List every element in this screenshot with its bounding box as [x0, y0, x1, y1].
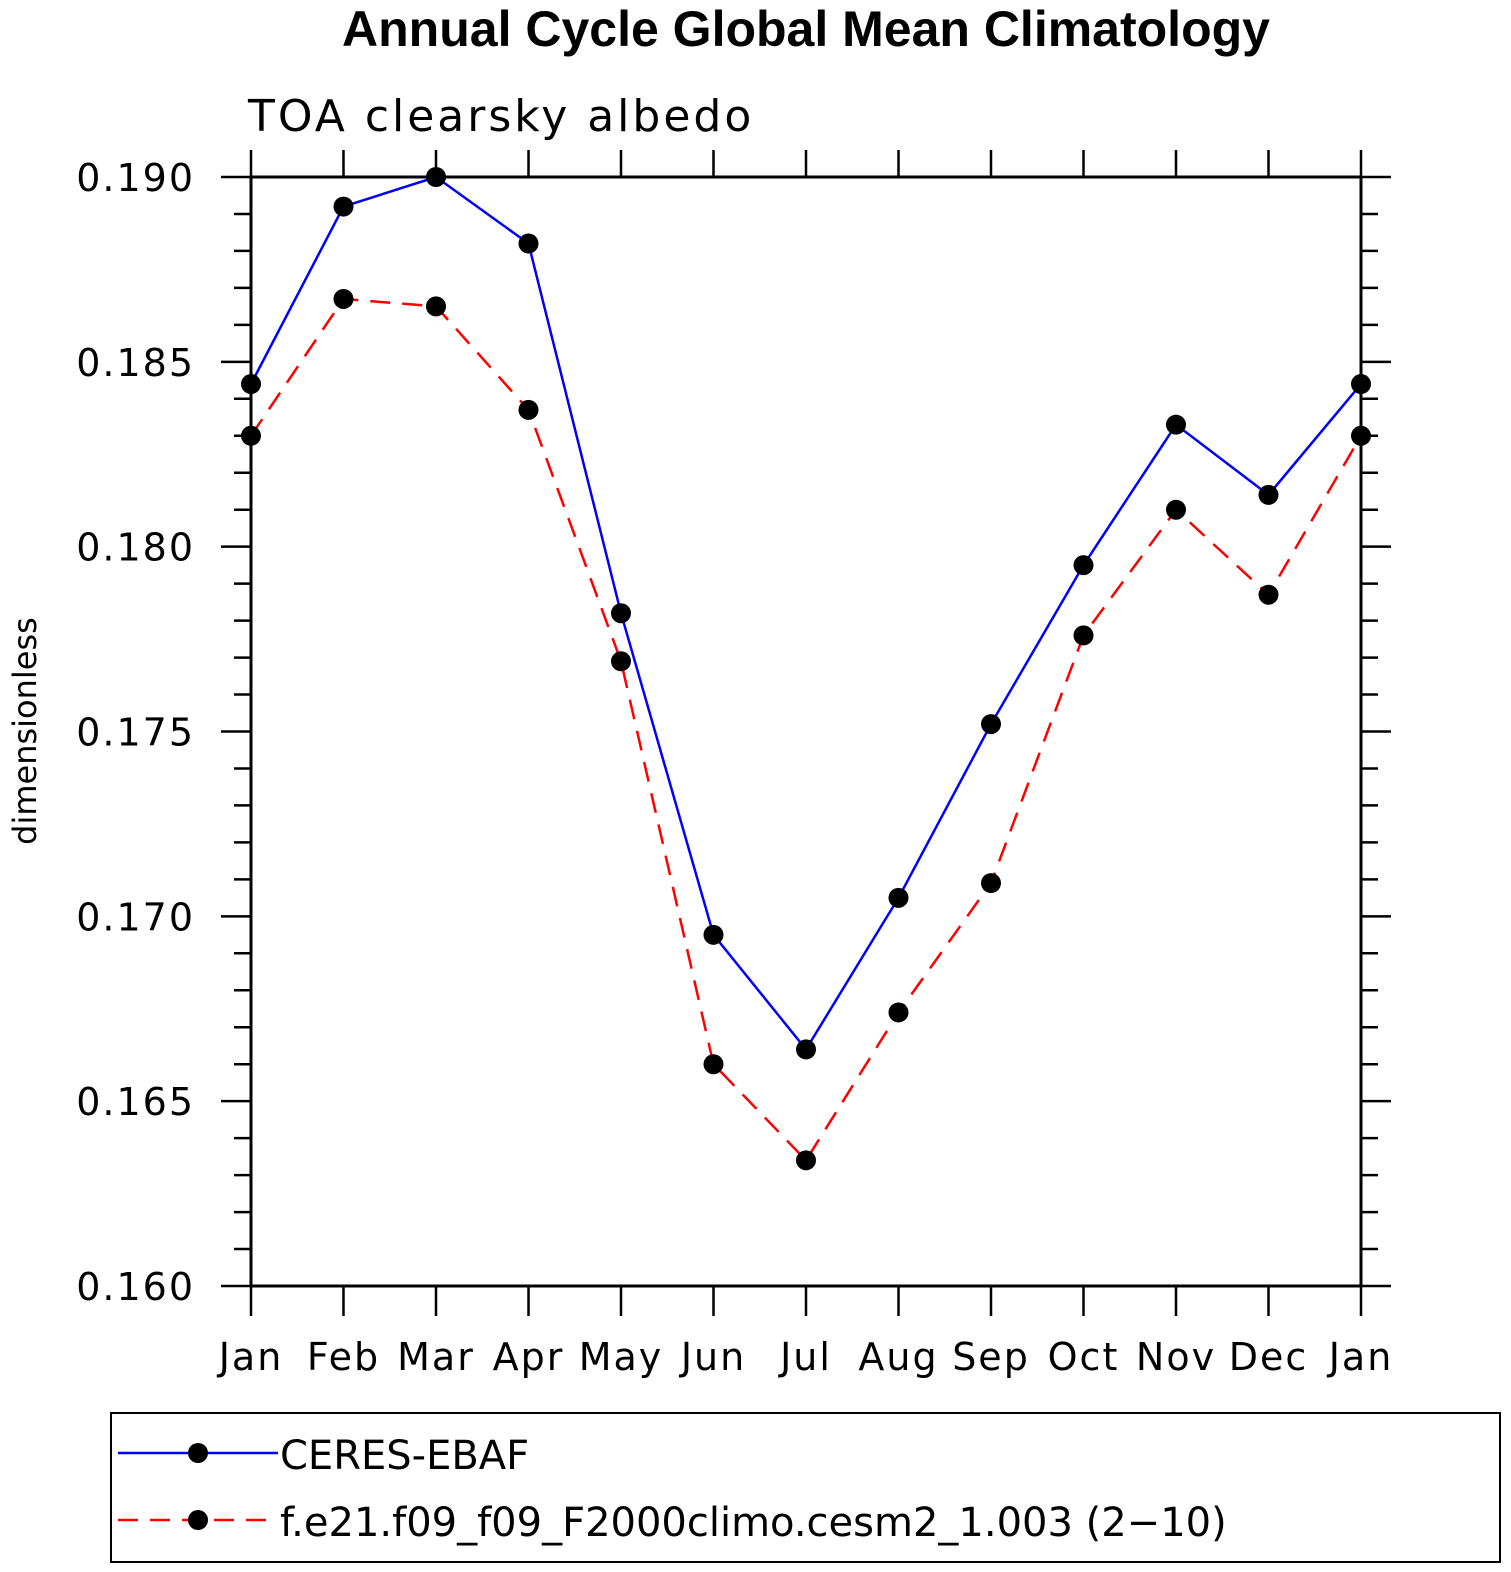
series-0-point	[981, 714, 1001, 735]
series-1-point	[518, 399, 539, 420]
legend-label-0: CERES-EBAF	[280, 1433, 529, 1479]
series-0-point	[518, 233, 539, 254]
series-layer	[241, 167, 1371, 1171]
x-tick-label: Sep	[952, 1335, 1030, 1379]
y-tick-label: 0.175	[76, 711, 195, 755]
x-tick-label: Jun	[679, 1335, 746, 1379]
series-0-point	[796, 1039, 816, 1060]
x-tick-label: Apr	[493, 1335, 565, 1379]
x-tick-label: Jan	[1327, 1335, 1394, 1379]
series-0-point	[611, 603, 631, 624]
series-line-1	[249, 297, 1363, 1163]
series-1-point	[1258, 584, 1279, 605]
series-0-point	[703, 924, 724, 945]
series-1-point	[981, 873, 1001, 894]
series-1-point	[1073, 625, 1094, 646]
series-1-point	[888, 1002, 909, 1023]
x-tick-label: Aug	[858, 1335, 938, 1379]
series-0-point	[1166, 414, 1186, 435]
series-1-point	[703, 1054, 724, 1075]
x-tick-label: Jan	[217, 1335, 284, 1379]
y-tick-label: 0.180	[76, 526, 195, 570]
chart-subtitle: TOA clearsky albedo	[247, 91, 754, 142]
y-tick-label: 0.160	[76, 1265, 195, 1309]
series-1-point	[611, 651, 631, 672]
x-tick-label: May	[579, 1335, 664, 1379]
series-0-point	[1073, 555, 1094, 576]
x-tick-label: Jul	[778, 1335, 832, 1379]
axis-ticks	[221, 150, 1391, 1316]
y-tick-label: 0.165	[76, 1080, 195, 1124]
series-1-point	[333, 288, 354, 309]
series-1-point	[426, 296, 446, 317]
x-tick-label: Oct	[1048, 1335, 1120, 1379]
y-tick-label: 0.190	[76, 156, 195, 200]
x-tick-label: Nov	[1136, 1335, 1216, 1379]
series-0-point	[888, 887, 909, 908]
series-line-0	[249, 175, 1362, 1052]
series-0-point	[1258, 484, 1279, 505]
legend-marker-0	[188, 1443, 208, 1463]
legend-marker-1	[188, 1510, 208, 1530]
x-tick-label: Dec	[1229, 1335, 1309, 1379]
x-tick-labels: Jan Feb Mar Apr May Jun Jul Aug Sep Oct Nov Dec Jan	[217, 1335, 1394, 1379]
x-tick-label: Mar	[397, 1335, 475, 1379]
y-tick-label: 0.170	[76, 895, 195, 939]
chart-title: Annual Cycle Global Mean Climatology	[342, 1, 1270, 57]
series-1-point	[1166, 499, 1186, 520]
series-1-point	[796, 1150, 816, 1171]
legend-label-1: f.e21.f09_f09_F2000climo.cesm2_1.003 (2−…	[280, 1500, 1227, 1546]
series-0-point	[333, 196, 354, 217]
y-tick-labels: 0.160 0.165 0.170 0.175 0.180 0.185 0.190	[76, 156, 195, 1309]
x-tick-label: Feb	[307, 1335, 380, 1379]
plot-frame	[249, 175, 1363, 1288]
y-axis-label: dimensionless	[6, 617, 44, 845]
y-tick-label: 0.185	[76, 341, 195, 385]
legend-box	[110, 1412, 1501, 1563]
legend: CERES-EBAF f.e21.f09_f09_F2000climo.cesm…	[110, 1412, 1501, 1563]
